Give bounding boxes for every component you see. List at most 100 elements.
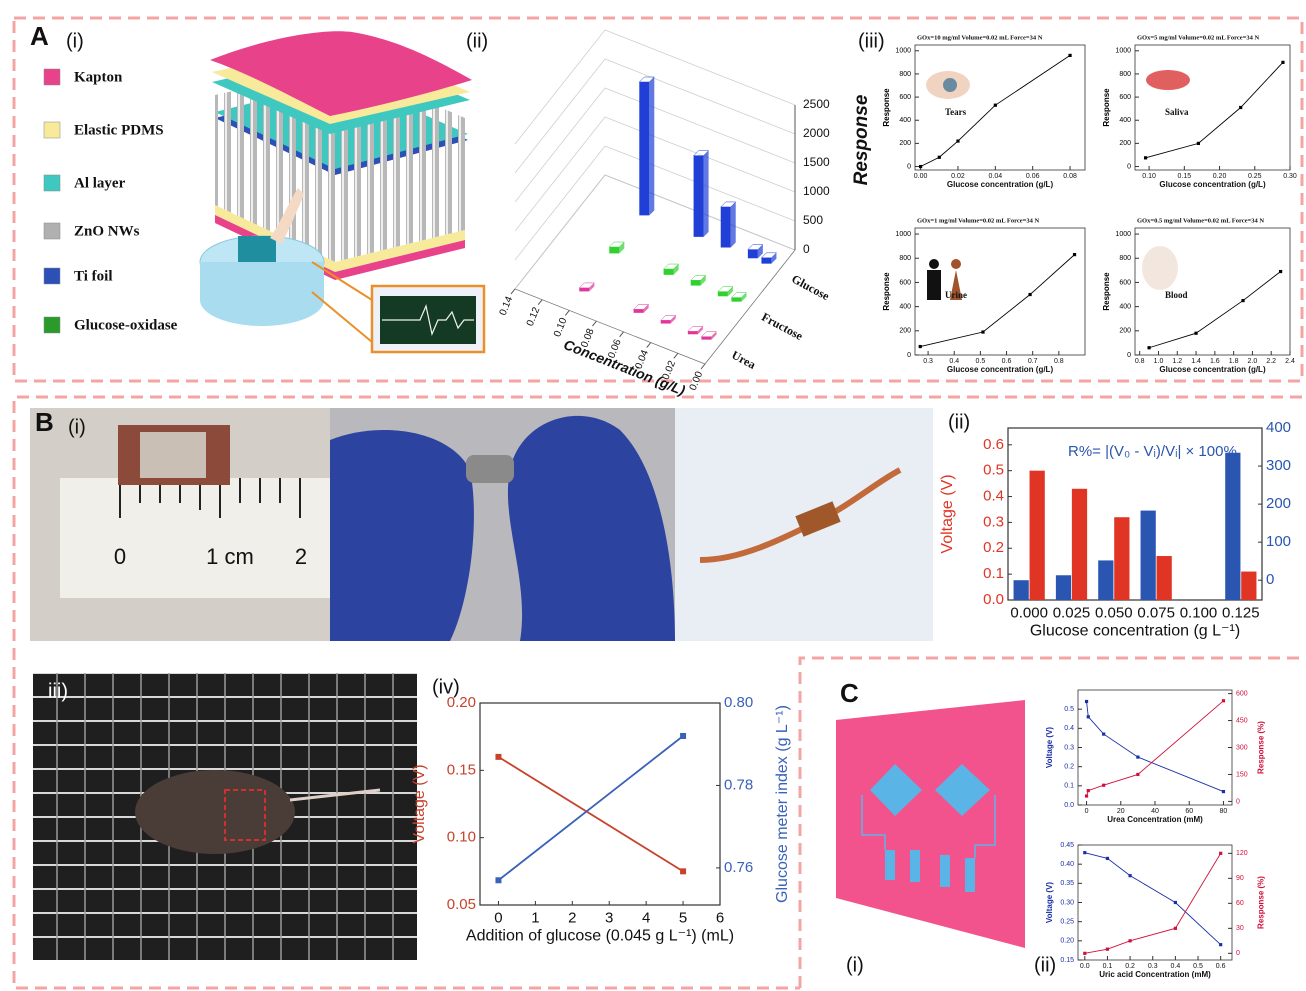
marker <box>1083 851 1087 855</box>
x-tick <box>673 352 679 359</box>
bar3d <box>578 282 595 292</box>
series-line <box>1086 700 1224 797</box>
marker <box>680 868 687 875</box>
x-tick-label: 1.0 <box>1154 358 1164 365</box>
z-axis-label: Response <box>851 94 872 185</box>
subpanel-label: (i) <box>846 954 864 976</box>
bar-side <box>727 286 733 297</box>
y-axis-label: Response <box>882 272 891 311</box>
x-tick-label: 6 <box>716 909 724 926</box>
y2-tick-label: 300 <box>1266 457 1291 474</box>
x-tick-label: 0.0 <box>1080 963 1090 970</box>
marker <box>1128 939 1132 943</box>
x-tick-label: 0 <box>1085 808 1089 815</box>
plot-frame <box>1134 44 1291 171</box>
bar-top <box>717 286 734 292</box>
bar <box>1029 470 1045 600</box>
plot-frame <box>479 702 721 906</box>
y-tick-label: 0.25 <box>1060 919 1074 926</box>
bar3d <box>700 331 718 340</box>
y2-axis-label: Response (%) <box>1257 721 1266 774</box>
x-tick-label: 0.100 <box>1180 604 1218 621</box>
sample-label: Blood <box>1165 290 1188 300</box>
subpanel-label: (i) <box>66 30 84 52</box>
series-line <box>1148 271 1281 349</box>
marker <box>680 732 687 739</box>
y2-tick-label: 120 <box>1236 850 1248 857</box>
pad <box>910 850 920 882</box>
x-tick-label: 0.12 <box>525 305 543 328</box>
x-tick-label: 0.3 <box>1148 963 1158 970</box>
x-tick-label: 0.025 <box>1053 604 1091 621</box>
bar3d <box>660 315 677 324</box>
x-tick <box>564 310 570 316</box>
bar-top <box>578 282 595 289</box>
bar3d <box>730 292 748 302</box>
x-tick-label: 1.6 <box>1210 358 1220 365</box>
y-tick-label: 800 <box>1119 255 1131 262</box>
bar-side <box>619 242 625 254</box>
patch-outline <box>224 789 266 841</box>
plot-frame <box>1007 427 1263 601</box>
y2-tick-label: 60 <box>1236 900 1244 907</box>
y-tick-label: 0.4 <box>1064 725 1074 732</box>
marker <box>1173 926 1177 930</box>
marker <box>981 330 985 334</box>
marker <box>1194 331 1198 335</box>
bar-top <box>700 331 718 337</box>
x-tick-label: 0.2 <box>1125 963 1135 970</box>
plot-frame <box>914 44 1086 171</box>
woman-icon <box>950 270 962 300</box>
marker <box>1221 699 1226 703</box>
bar <box>1241 571 1257 600</box>
bar-front <box>731 297 742 302</box>
series-line <box>1145 62 1284 159</box>
y-tick-label: 800 <box>899 71 911 78</box>
bar-side <box>670 315 676 324</box>
x-tick-label: 0.4 <box>1171 963 1181 970</box>
x-tick-label: 0.30 <box>1283 173 1297 180</box>
subpanel-label: (ii) <box>466 30 488 52</box>
y-tick-label: 200 <box>899 140 911 147</box>
legend-label: Elastic PDMS <box>74 122 164 138</box>
bar3d <box>747 244 764 259</box>
annotation: GOx=0.5 mg/ml Volume=0.02 mL Force=34 N <box>1137 217 1264 224</box>
y-tick-label: 600 <box>899 279 911 286</box>
sample-label: Saliva <box>1165 107 1189 117</box>
x-tick-label: 2.2 <box>1266 358 1276 365</box>
y-tick-label: 0.20 <box>1060 938 1074 945</box>
marker <box>1136 772 1140 777</box>
marker <box>1221 789 1226 794</box>
bar-front <box>633 309 644 313</box>
electrode <box>870 764 922 816</box>
y-tick-label: 0.1 <box>983 565 1004 582</box>
bar-front <box>717 291 728 297</box>
bar-top <box>747 244 764 250</box>
ruler-ticks <box>119 478 301 518</box>
marker <box>1136 755 1140 759</box>
bar-front <box>579 287 590 292</box>
glove-left <box>330 430 474 641</box>
y2-tick-label: 0.80 <box>724 694 753 711</box>
category-label: Glucose <box>789 272 832 304</box>
panel-label: B <box>35 407 54 437</box>
plot-frame <box>1134 227 1291 356</box>
subpanel-label: (ii) <box>948 411 970 433</box>
marker <box>1086 789 1090 793</box>
x-axis-label: Uric acid Concentration (mM) <box>1099 970 1211 979</box>
y-tick-label: 200 <box>1119 328 1131 335</box>
bar-side <box>697 326 703 335</box>
x-tick-label: 0.000 <box>1010 604 1048 621</box>
x-axis-label: Glucose concentration (g/L) <box>1159 365 1266 374</box>
x-axis-label: Glucose concentration (g L⁻¹) <box>1030 623 1240 640</box>
man-head <box>929 259 939 269</box>
mouse-tail <box>289 788 381 802</box>
grid-line <box>514 58 796 174</box>
arrow <box>311 291 373 343</box>
bar <box>1225 452 1241 600</box>
y-tick-label: 1000 <box>1115 231 1131 238</box>
y-tick-label: 400 <box>899 303 911 310</box>
z-tick-label: 0 <box>803 242 810 256</box>
waveform <box>382 304 474 336</box>
bar-top <box>638 76 655 83</box>
